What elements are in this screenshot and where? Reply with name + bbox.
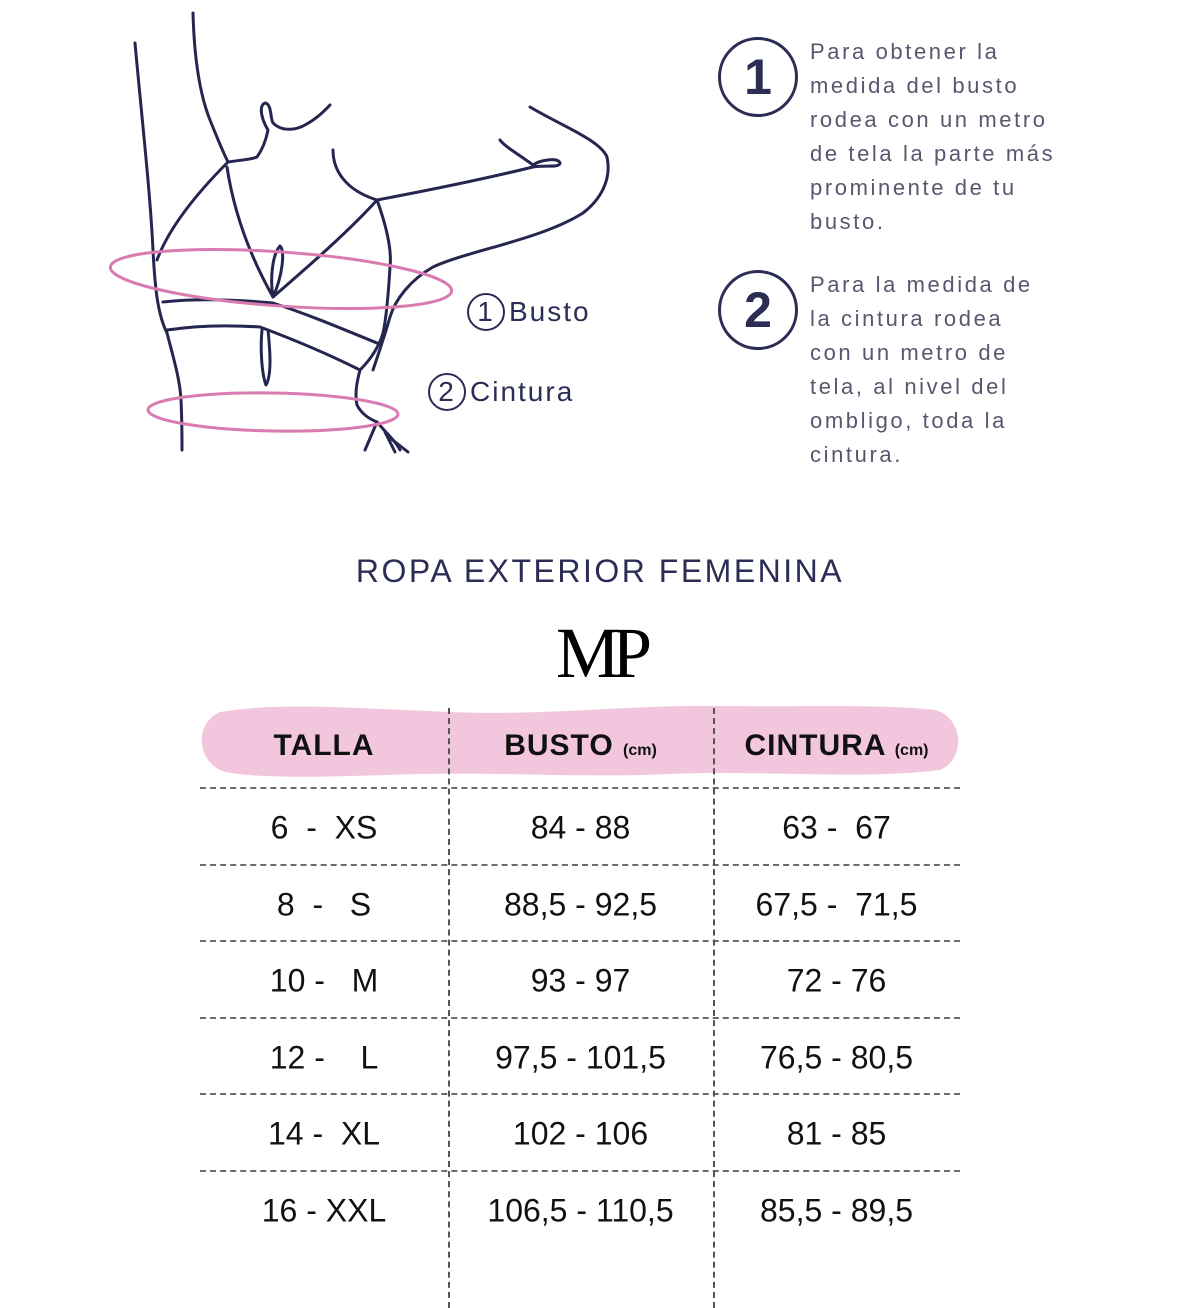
text-line: cintura. xyxy=(810,442,903,467)
cell-bust: 84 - 88 xyxy=(530,809,631,846)
number-circle-icon: 2 xyxy=(428,373,466,411)
cell-waist: 76,5 - 80,5 xyxy=(760,1039,913,1075)
text-line: busto. xyxy=(810,209,886,234)
number-circle-icon: 2 xyxy=(718,270,798,350)
cell-size: 10 - M xyxy=(269,962,379,999)
text-line: prominente de tu xyxy=(810,175,1017,200)
header-label: BUSTO xyxy=(504,729,614,762)
cell-bust: 88,5 - 92,5 xyxy=(504,886,657,922)
column-header-waist: CINTURA (cm) xyxy=(713,729,960,763)
cell-bust: 93 - 97 xyxy=(530,962,631,999)
column-divider xyxy=(713,708,715,1308)
number-circle-icon: 1 xyxy=(467,293,505,331)
waist-tie xyxy=(363,420,410,454)
cell-bust: 97,5 - 101,5 xyxy=(495,1039,666,1075)
bust-label: 1 Busto xyxy=(467,293,591,331)
header-highlight xyxy=(201,705,959,777)
number-circle-icon: 1 xyxy=(718,37,798,117)
bra-right-cup xyxy=(271,198,379,299)
row-divider xyxy=(200,1016,960,1019)
cell-size: 14 - XL xyxy=(267,1115,381,1152)
instruction-text: Para la medida de la cintura rodea con u… xyxy=(810,268,1110,472)
cell-waist: 85,5 - 89,5 xyxy=(760,1192,913,1228)
cell-waist: 72 - 76 xyxy=(786,962,887,999)
text-line: de tela la parte más xyxy=(810,141,1056,166)
table-row: 8 - S 88,5 - 92,5 67,5 - 71,5 xyxy=(200,867,960,943)
table-row: 14 - XL 102 - 106 81 - 85 xyxy=(200,1096,960,1172)
band-top xyxy=(161,298,379,345)
text-line: medida del busto xyxy=(810,73,1020,98)
chin-line xyxy=(226,101,332,164)
text-line: Para obtener la xyxy=(810,39,1000,64)
bow-loop-top xyxy=(270,244,285,299)
cell-waist: 67,5 - 71,5 xyxy=(755,886,918,922)
table-row: 10 - M 93 - 97 72 - 76 xyxy=(200,943,960,1019)
body-left-outline xyxy=(133,41,184,452)
table-row: 16 - XXL 106,5 - 110,5 85,5 - 89,5 xyxy=(200,1173,960,1249)
column-header-size: TALLA xyxy=(200,729,448,763)
cell-size: 6 - XS xyxy=(270,809,378,846)
instruction-step-1: 1 Para obtener la medida del busto rodea… xyxy=(718,37,1110,239)
bust-label-text: Busto xyxy=(509,296,591,327)
header-label: TALLA xyxy=(273,729,375,762)
waist-measure-ring xyxy=(146,391,400,433)
row-divider xyxy=(200,940,960,942)
instruction-step-2: 2 Para la medida de la cintura rodea con… xyxy=(718,270,1110,472)
waist-label: 2 Cintura xyxy=(428,373,574,411)
cell-bust: 106,5 - 110,5 xyxy=(487,1192,674,1228)
band-bottom xyxy=(165,324,362,372)
table-row: 12 - L 97,5 - 101,5 76,5 - 80,5 xyxy=(200,1020,960,1096)
text-line: la cintura rodea xyxy=(810,306,1004,331)
neck-line xyxy=(191,11,230,164)
column-header-bust: BUSTO (cm) xyxy=(448,729,713,763)
strap-piece xyxy=(331,148,379,202)
instruction-text: Para obtener la medida del busto rodea c… xyxy=(810,35,1110,239)
arm-top xyxy=(375,138,562,202)
cell-waist: 81 - 85 xyxy=(786,1115,887,1152)
bra-left-strap xyxy=(155,160,230,262)
header-unit: (cm) xyxy=(623,742,657,759)
bra-inner-line xyxy=(225,165,275,299)
header-unit: (cm) xyxy=(894,742,929,759)
table-row: 6 - XS 84 - 88 63 - 67 xyxy=(200,790,960,866)
cell-waist: 63 - 67 xyxy=(782,809,891,846)
table-header-row: TALLA BUSTO (cm) CINTURA (cm) xyxy=(200,708,960,784)
body-measurement-illustration xyxy=(108,11,610,454)
text-line: ombligo, toda la xyxy=(810,408,1007,433)
cell-bust: 102 - 106 xyxy=(512,1115,649,1152)
text-line: Para la medida de xyxy=(810,272,1033,297)
text-line: rodea con un metro xyxy=(810,107,1048,132)
text-line: tela, al nivel del xyxy=(810,374,1009,399)
row-divider xyxy=(200,1169,960,1172)
brand-logo: MP xyxy=(555,613,652,693)
cell-size: 16 - XXL xyxy=(261,1192,387,1228)
bow-loop-bottom xyxy=(259,328,272,387)
cell-size: 12 - L xyxy=(269,1039,379,1075)
bust-measure-ring xyxy=(108,248,454,310)
row-divider xyxy=(200,787,960,789)
page-title: ROPA EXTERIOR FEMENINA xyxy=(355,553,845,589)
header-label: CINTURA xyxy=(744,729,886,762)
row-divider xyxy=(200,863,960,866)
arm-outer xyxy=(371,105,610,372)
body-right-outline xyxy=(354,198,402,452)
waist-label-text: Cintura xyxy=(470,376,575,407)
row-divider xyxy=(200,1093,960,1095)
cell-size: 8 - S xyxy=(276,886,372,922)
text-line: con un metro de xyxy=(810,340,1008,365)
column-divider xyxy=(448,708,450,1308)
